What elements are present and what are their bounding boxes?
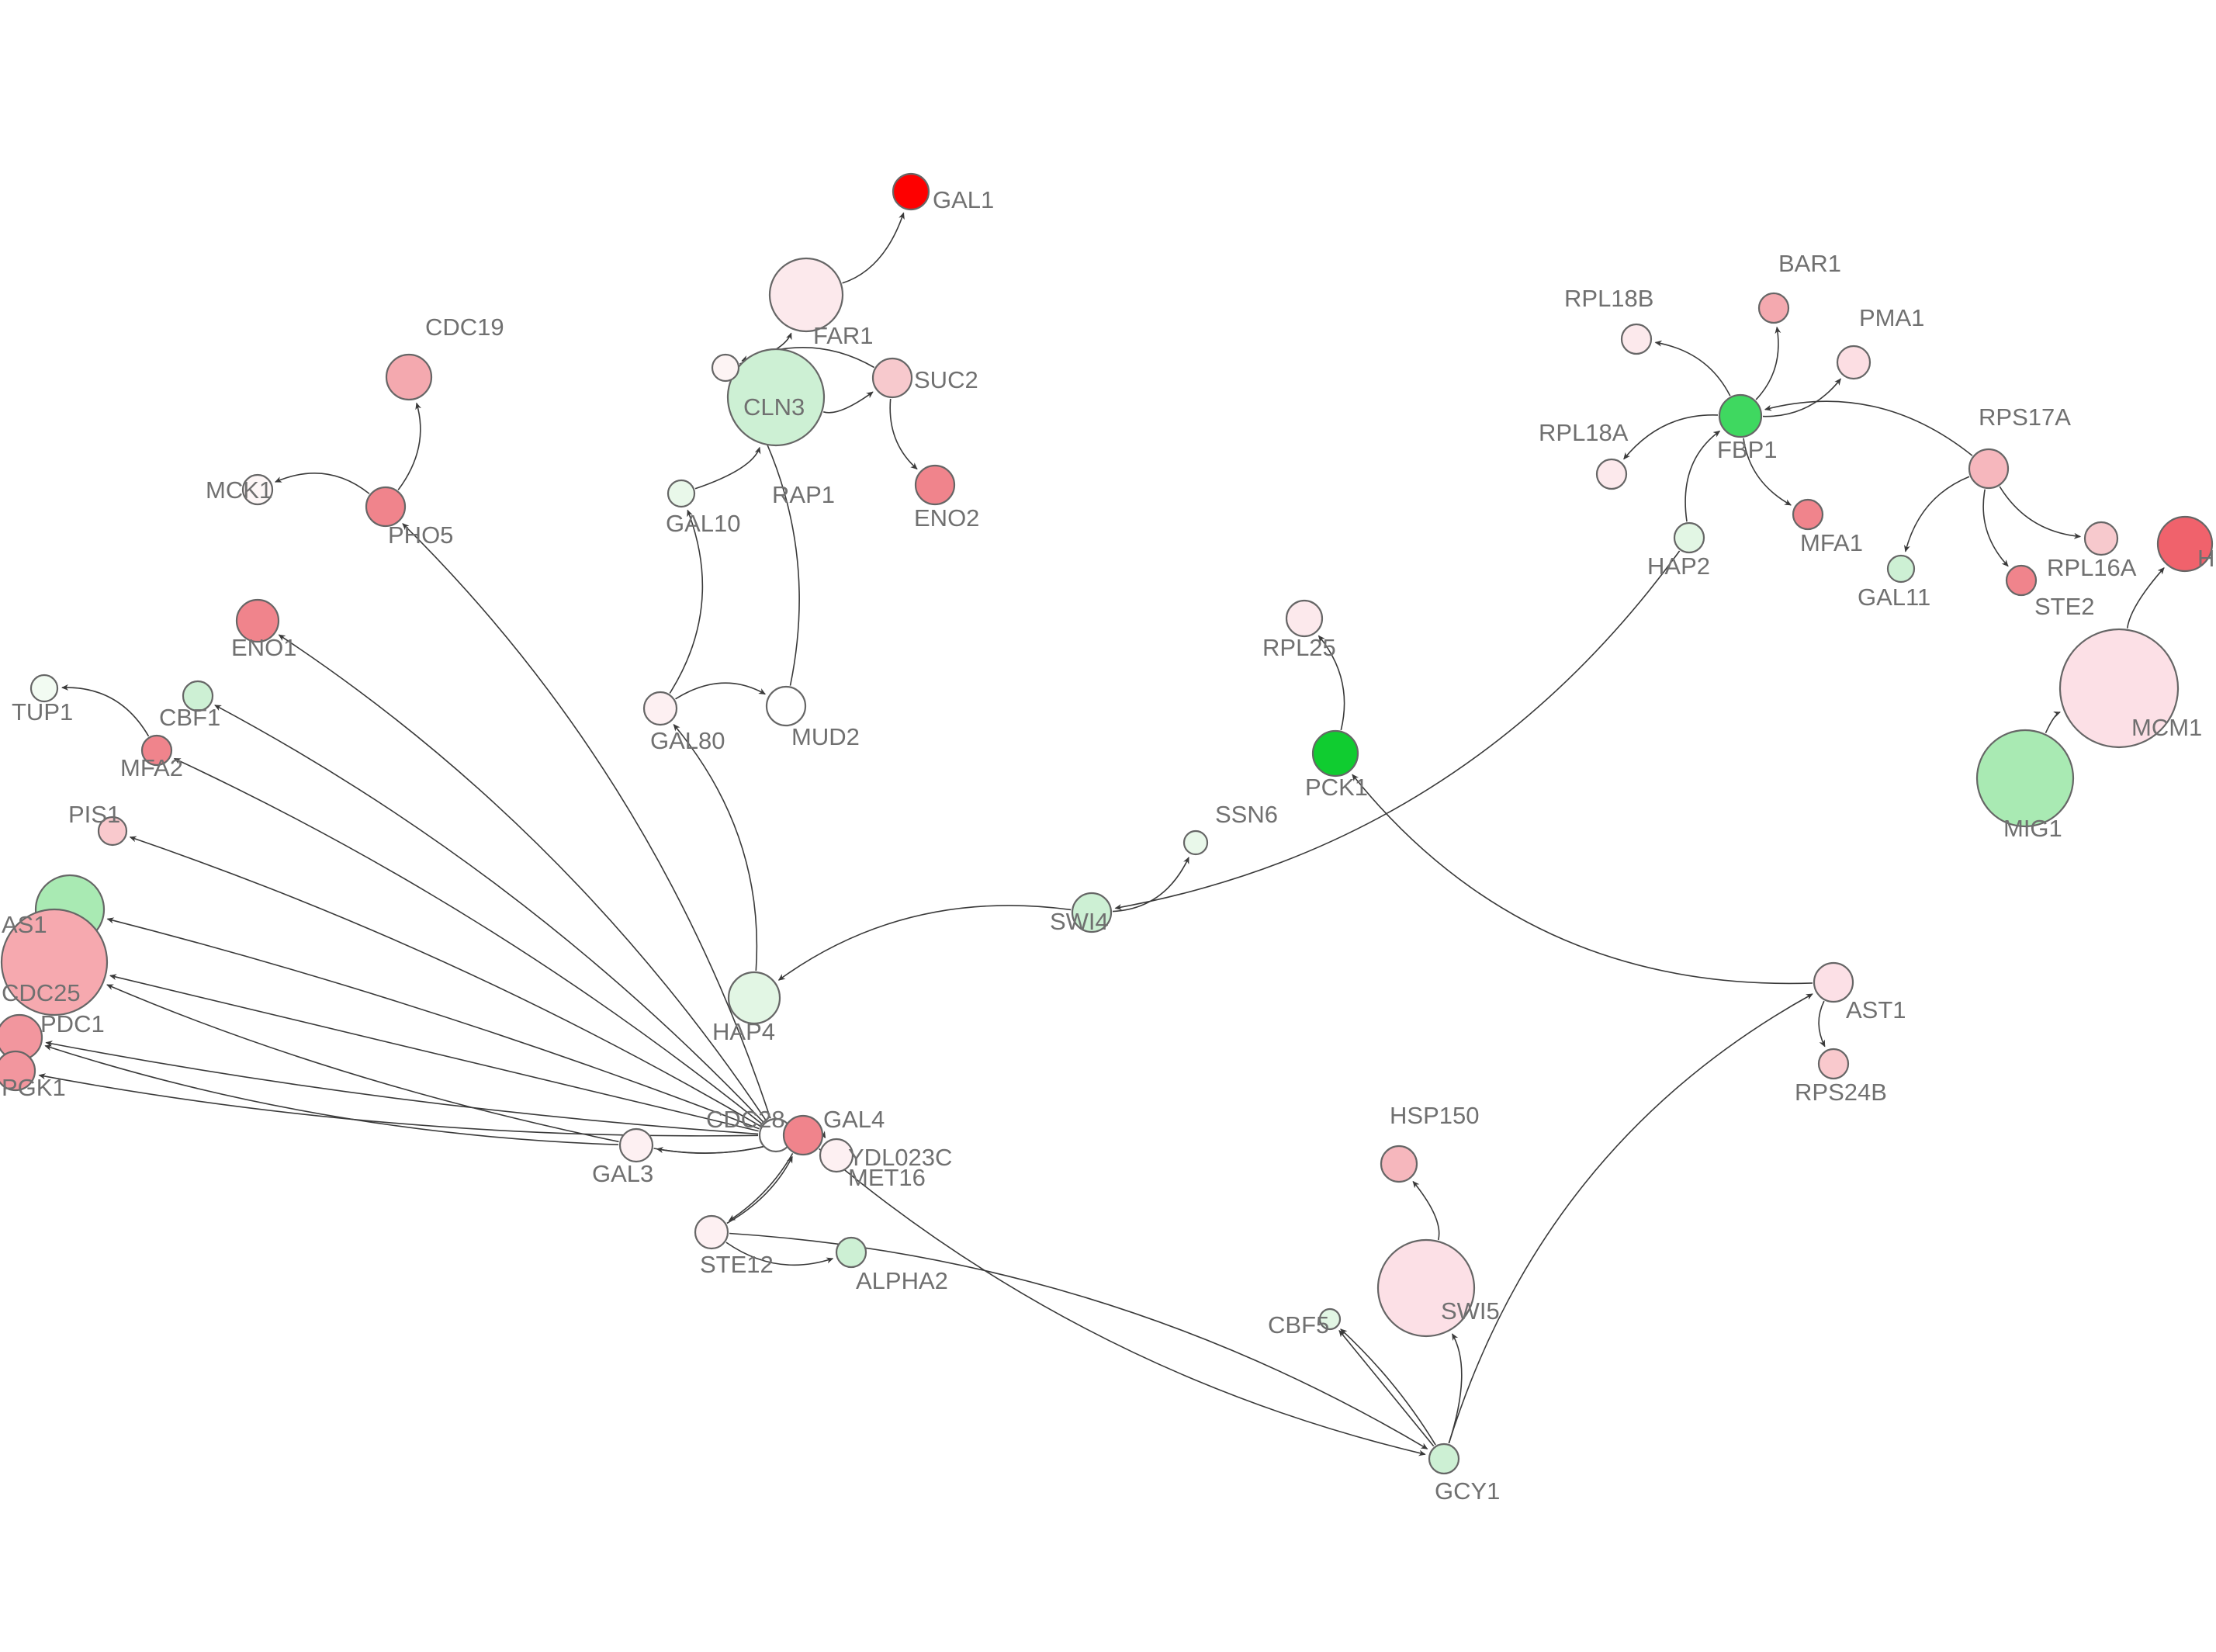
svg-text:ENO1: ENO1 (231, 634, 296, 661)
svg-text:RAP1: RAP1 (772, 481, 835, 508)
svg-text:FBP1: FBP1 (1717, 436, 1778, 463)
svg-text:FAR1: FAR1 (813, 322, 874, 349)
svg-text:TUP1: TUP1 (12, 698, 73, 726)
svg-text:GAL4: GAL4 (823, 1106, 885, 1133)
svg-text:RPS24B: RPS24B (1795, 1079, 1887, 1106)
svg-text:CDC25: CDC25 (2, 979, 81, 1006)
svg-text:ALPHA2: ALPHA2 (856, 1267, 948, 1294)
svg-text:MUD2: MUD2 (791, 723, 860, 750)
svg-text:HIS4: HIS4 (2197, 545, 2216, 572)
svg-text:RPS17A: RPS17A (1979, 403, 2071, 431)
svg-text:GAL11: GAL11 (1858, 584, 1930, 611)
svg-text:STE12: STE12 (700, 1251, 774, 1278)
svg-text:ENO2: ENO2 (914, 504, 979, 532)
svg-text:CBF1: CBF1 (159, 704, 220, 731)
svg-text:RPL18B: RPL18B (1564, 285, 1653, 312)
svg-text:SUC2: SUC2 (914, 366, 978, 393)
svg-text:PIS1: PIS1 (68, 801, 120, 828)
svg-text:CLN3: CLN3 (743, 393, 805, 421)
svg-text:MFA2: MFA2 (120, 754, 183, 781)
svg-text:SSN6: SSN6 (1215, 801, 1278, 828)
svg-text:MET16: MET16 (848, 1164, 926, 1191)
svg-text:AS1: AS1 (2, 911, 47, 938)
svg-text:BAR1: BAR1 (1778, 250, 1841, 277)
svg-text:HSP150: HSP150 (1390, 1102, 1479, 1129)
svg-text:PGK1: PGK1 (2, 1074, 66, 1101)
svg-text:PHO5: PHO5 (388, 521, 453, 549)
svg-text:HAP2: HAP2 (1647, 552, 1710, 580)
svg-text:SWI4: SWI4 (1050, 908, 1109, 935)
svg-text:GAL3: GAL3 (592, 1160, 653, 1187)
svg-text:RPL18A: RPL18A (1539, 419, 1629, 446)
svg-text:RPL25: RPL25 (1262, 634, 1336, 661)
svg-text:MIG1: MIG1 (2003, 815, 2062, 842)
svg-text:RPL16A: RPL16A (2047, 554, 2137, 581)
svg-text:HAP4: HAP4 (712, 1018, 775, 1045)
svg-text:MFA1: MFA1 (1800, 529, 1863, 556)
svg-text:CDC19: CDC19 (425, 313, 504, 341)
svg-text:CDC28: CDC28 (706, 1106, 785, 1133)
svg-text:PMA1: PMA1 (1859, 304, 1924, 331)
svg-text:SWI5: SWI5 (1441, 1297, 1500, 1325)
svg-text:STE2: STE2 (2034, 593, 2095, 620)
svg-text:GAL1: GAL1 (933, 186, 994, 213)
svg-text:MCK1: MCK1 (206, 476, 272, 504)
svg-text:AST1: AST1 (1846, 996, 1906, 1023)
svg-text:GAL80: GAL80 (650, 727, 725, 754)
svg-text:MCM1: MCM1 (2131, 714, 2202, 741)
svg-text:PDC1: PDC1 (40, 1010, 105, 1037)
svg-text:CBF5: CBF5 (1268, 1311, 1329, 1339)
svg-text:GAL10: GAL10 (666, 510, 741, 537)
svg-text:GCY1: GCY1 (1435, 1477, 1500, 1505)
svg-text:PCK1: PCK1 (1305, 774, 1368, 801)
